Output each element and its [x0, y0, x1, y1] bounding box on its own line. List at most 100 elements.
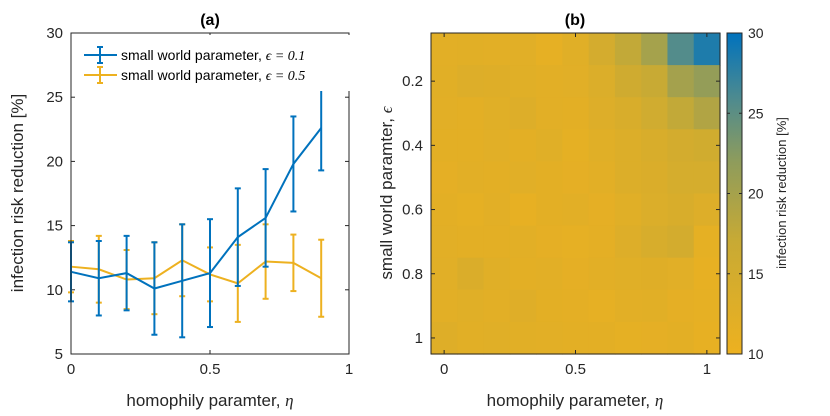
panel-a-xtick-label: 1 [345, 361, 353, 378]
heatmap-cell [562, 97, 590, 130]
heatmap-cell [614, 161, 642, 195]
colorbar-tick-label: 15 [748, 266, 764, 282]
heatmap-cell [667, 65, 695, 98]
heatmap-cell [693, 33, 721, 66]
heatmap-cell [457, 161, 485, 195]
panel-b-xlabel: homophily parameter, η [487, 391, 664, 410]
heatmap-cell [509, 289, 537, 323]
heatmap-cell [457, 33, 485, 66]
panel-b-xtick-label: 0.5 [565, 361, 586, 378]
heatmap-cell [667, 33, 695, 66]
data-point [98, 277, 100, 280]
heatmap-cells [431, 33, 721, 355]
heatmap-cell [536, 129, 563, 162]
panel-b-xlabel-symbol: η [655, 391, 663, 410]
legend-name-eps-0-5: small world parameter, [121, 67, 262, 83]
panel-b-xtick-label: 0 [440, 361, 448, 378]
data-point [181, 280, 183, 282]
heatmap-cell [667, 321, 695, 355]
series-line-1 [70, 259, 322, 285]
legend-name-eps-0-1: small world parameter, [121, 47, 262, 63]
panel-b-ytick-label: 0.8 [402, 266, 423, 283]
panel-b-ytick-label: 0.6 [402, 202, 423, 219]
heatmap-cell [588, 289, 616, 323]
heatmap-cell [693, 161, 721, 195]
legend-entry-eps-0-5: small world parameter, ϵ = 0.5 [84, 66, 306, 84]
heatmap-cell [641, 161, 669, 195]
heatmap-cell [641, 193, 669, 227]
heatmap-cell [641, 321, 669, 355]
heatmap-cell [693, 289, 721, 323]
panel-b-axes-box [430, 32, 721, 355]
heatmap-cell [562, 289, 590, 323]
heatmap-cell [431, 97, 458, 130]
panel-a-ytick-label: 5 [55, 346, 63, 363]
legend-box [73, 35, 350, 91]
panel-a-ylabel: infection risk reduction [%] [8, 94, 27, 292]
heatmap-cell [667, 193, 695, 227]
panel-b-ylabel-text: small world paramter, [377, 118, 396, 280]
data-point [237, 236, 239, 238]
legend-eps-value-0-1: ϵ = 0.1 [266, 49, 306, 64]
heatmap-cell [562, 33, 590, 66]
panel-b-xtick-label: 1 [703, 361, 711, 378]
heatmap-cell [588, 129, 616, 162]
data-point [292, 163, 295, 165]
heatmap-cell [562, 65, 590, 98]
heatmap-cell [536, 65, 563, 98]
colorbar-tick-label: 20 [748, 186, 764, 202]
panel-a-axes-box [70, 32, 350, 355]
legend-entry-eps-0-1: small world parameter, ϵ = 0.1 [84, 46, 305, 64]
panel-b-xlabel-text: homophily parameter, [487, 391, 650, 410]
panel-a-xlabel: homophily paramter, η [126, 391, 293, 410]
panel-a-ytick-label: 10 [46, 282, 63, 299]
heatmap-cell [588, 193, 616, 227]
heatmap-cell [536, 161, 563, 195]
heatmap-cell [483, 289, 511, 323]
panel-a-ytick-label: 20 [46, 153, 63, 170]
heatmap-cell [693, 97, 721, 130]
data-point [125, 272, 128, 274]
heatmap-cell [457, 65, 485, 98]
heatmap-cell [614, 33, 642, 66]
heatmap-cell [483, 129, 511, 162]
heatmap-cell [562, 321, 590, 355]
heatmap-cell [483, 257, 511, 291]
heatmap-cell [457, 225, 485, 259]
heatmap-cell [536, 97, 563, 130]
heatmap-cell [431, 33, 458, 66]
heatmap-cell [509, 65, 537, 98]
heatmap-cell [457, 257, 485, 291]
data-point [320, 277, 323, 280]
heatmap-cell [641, 33, 669, 66]
panel-a-ytick-label: 30 [46, 25, 63, 42]
heatmap-cell [483, 33, 511, 66]
heatmap-cell [562, 225, 590, 259]
heatmap-cell [509, 321, 537, 355]
colorbar-tick-label: 30 [748, 25, 764, 41]
panel-a-legend: small world parameter, ϵ = 0.1 small wor… [73, 35, 350, 91]
heatmap-cell [483, 225, 511, 259]
legend-label-eps-0-1: small world parameter, ϵ = 0.1 [121, 47, 305, 64]
legend-eps-value-0-5: ϵ = 0.5 [266, 69, 306, 84]
panel-b-title: (b) [565, 12, 585, 29]
heatmap-cell [483, 321, 511, 355]
heatmap-cell [588, 321, 616, 355]
heatmap-cell [431, 257, 458, 291]
heatmap-cell [562, 193, 590, 227]
heatmap-cell [509, 193, 537, 227]
panel-a-ytick-label: 15 [46, 218, 63, 235]
panel-a-xtick-label: 0 [67, 361, 75, 378]
heatmap-cell [588, 257, 616, 291]
heatmap-cell [667, 161, 695, 195]
panel-b-ylabel-symbol: ϵ [377, 105, 396, 113]
heatmap-cell [614, 193, 642, 227]
heatmap-cell [483, 161, 511, 195]
heatmap-cell [641, 225, 669, 259]
heatmap-cell [483, 193, 511, 227]
heatmap-cell [431, 65, 458, 98]
heatmap-cell [614, 289, 642, 323]
heatmap-cell [614, 225, 642, 259]
heatmap-cell [431, 321, 458, 355]
